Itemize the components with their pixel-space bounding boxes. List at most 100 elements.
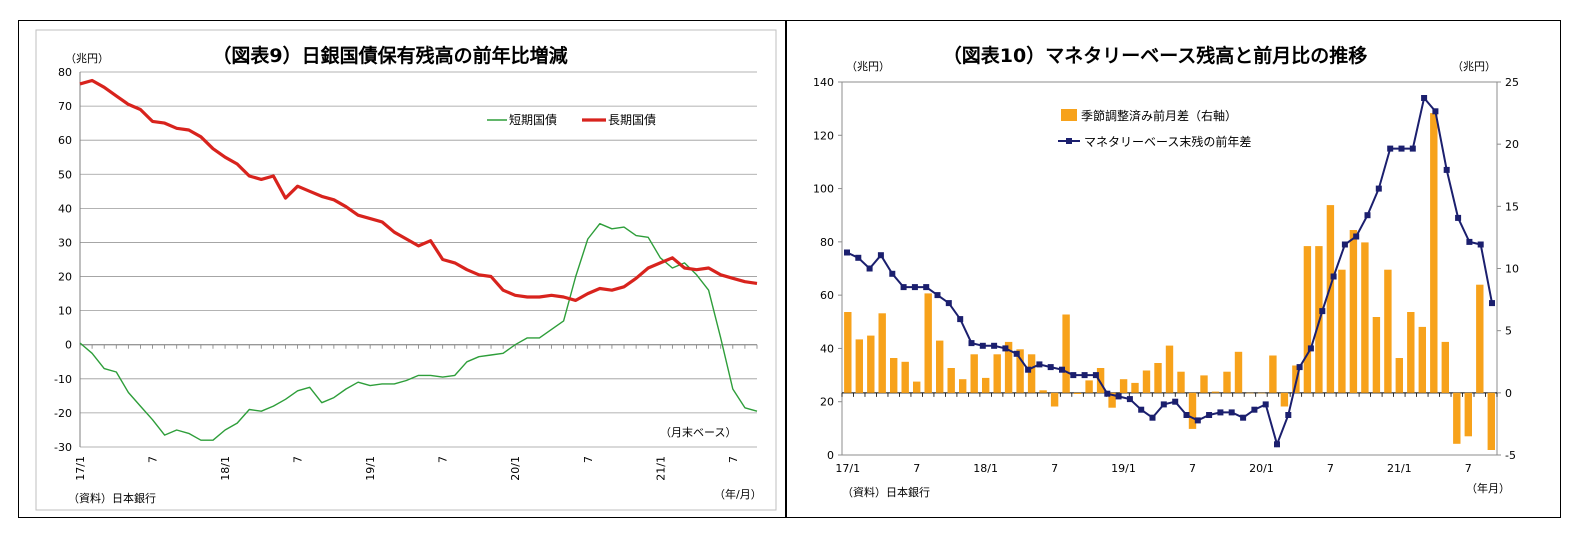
chart-10-line-marker bbox=[1104, 390, 1111, 397]
chart-10-line-marker bbox=[1387, 145, 1394, 152]
chart-10-bar bbox=[1223, 371, 1231, 393]
chart-9-y-tick: 30 bbox=[58, 236, 72, 249]
chart-9-y-tick: 80 bbox=[58, 66, 72, 79]
chart-9-legend-short: 短期国債 bbox=[509, 112, 557, 127]
chart-10-bar bbox=[855, 339, 863, 393]
chart-10-bar bbox=[1453, 392, 1461, 444]
chart-10-y-tick-left: 60 bbox=[820, 289, 834, 302]
chart-10-y-tick-right: 25 bbox=[1505, 76, 1519, 89]
chart-9-x-tick: 21/1 bbox=[654, 456, 667, 481]
chart-10-line-marker bbox=[1330, 273, 1337, 280]
chart-10-line-marker bbox=[1194, 417, 1201, 424]
chart-10-bar bbox=[1108, 392, 1116, 408]
chart-10-bar bbox=[867, 335, 875, 393]
chart-10-line-marker bbox=[1138, 406, 1145, 413]
chart-10-y-unit-right: （兆円） bbox=[1452, 60, 1496, 73]
chart-10-line-marker bbox=[1341, 241, 1348, 248]
chart-10-bar bbox=[970, 354, 978, 393]
chart-10-line-marker bbox=[1455, 214, 1462, 221]
chart-9-x-tick: 17/1 bbox=[74, 456, 87, 481]
chart-9-series-short-term-bonds bbox=[79, 222, 758, 441]
chart-10-bar bbox=[1280, 392, 1289, 407]
chart-9-y-tick: 20 bbox=[58, 271, 72, 284]
chart-10-y-tick-right: -5 bbox=[1505, 449, 1516, 462]
chart-10-bar bbox=[1211, 391, 1220, 393]
chart-10-line-marker bbox=[1409, 145, 1416, 152]
chart-10-line-marker bbox=[991, 342, 998, 349]
chart-10-x-tick: 19/1 bbox=[1111, 462, 1136, 475]
chart-10-bar bbox=[913, 381, 921, 393]
figure-frame bbox=[18, 20, 1561, 518]
chart-10-line-marker bbox=[1013, 350, 1020, 357]
chart-10-x-tick: 20/1 bbox=[1249, 462, 1274, 475]
chart-9-source: （資料）日本銀行 bbox=[68, 491, 156, 505]
chart-10-line-marker bbox=[1081, 372, 1088, 379]
chart-10-line-marker bbox=[1070, 372, 1077, 379]
chart-10-y-tick-left: 140 bbox=[813, 76, 834, 89]
chart-9-y-tick: -30 bbox=[54, 441, 72, 454]
chart-10-bar bbox=[1476, 284, 1484, 393]
chart-10-bar bbox=[1361, 242, 1369, 393]
chart-10-y-tick-right: 0 bbox=[1505, 387, 1512, 400]
chart-10-line-marker bbox=[1240, 414, 1247, 421]
chart-10-line-marker bbox=[1466, 238, 1473, 245]
chart-10-bar bbox=[1027, 354, 1036, 393]
chart-10-y-tick-left: 100 bbox=[813, 183, 834, 196]
chart-10-line-marker bbox=[979, 342, 986, 349]
chart-10-bar bbox=[1154, 363, 1162, 393]
chart-10-bar bbox=[1430, 113, 1438, 393]
chart-9: （図表9）日銀国債保有残高の前年比増減 （兆円） （月末ベース） （年/月） （… bbox=[35, 29, 777, 511]
chart-10-bar bbox=[878, 313, 886, 393]
chart-9-y-tick: 50 bbox=[58, 168, 72, 181]
chart-10-bar bbox=[1303, 246, 1312, 393]
chart-10-title: （図表10）マネタリーベース残高と前月比の推移 bbox=[943, 44, 1368, 67]
chart-10-line-marker bbox=[1432, 108, 1439, 115]
chart-10-bar bbox=[1418, 326, 1426, 393]
chart-10-bar bbox=[924, 293, 932, 393]
chart-9-x-tick: 7 bbox=[147, 456, 160, 463]
chart-10-bar bbox=[1349, 230, 1358, 393]
chart-10-legend-swatch-bar bbox=[1061, 109, 1077, 121]
chart-10-line-marker bbox=[1262, 401, 1269, 408]
chart-10-line-marker bbox=[1274, 441, 1280, 448]
chart-10-x-tick: 21/1 bbox=[1387, 462, 1412, 475]
chart-10-bar bbox=[1085, 380, 1093, 393]
chart-10-bar bbox=[1142, 370, 1151, 393]
chart-10-bar bbox=[1487, 392, 1495, 450]
chart-9-x-tick: 7 bbox=[437, 456, 450, 463]
chart-10-bar bbox=[1177, 371, 1185, 393]
chart-10-line-marker bbox=[1217, 409, 1224, 416]
chart-9-x-tick: 7 bbox=[292, 456, 305, 463]
chart-10-line-marker bbox=[1092, 372, 1099, 379]
chart-10-bar bbox=[1119, 379, 1128, 393]
chart-10-line-marker bbox=[855, 254, 862, 261]
chart-9-y-tick: 70 bbox=[58, 100, 72, 113]
chart-10-bar bbox=[1384, 269, 1392, 393]
chart-10-line-marker bbox=[1375, 185, 1382, 192]
chart-10-bar bbox=[936, 340, 944, 393]
chart-10-line-marker bbox=[1025, 366, 1032, 373]
chart-10-legend-bar: 季節調整済み前月差（右軸） bbox=[1081, 108, 1237, 123]
chart-10-line-marker bbox=[1206, 412, 1213, 418]
chart-10-bar bbox=[844, 312, 852, 393]
chart-10-line-marker bbox=[1285, 412, 1292, 418]
chart-9-title: （図表9）日銀国債保有残高の前年比増減 bbox=[212, 44, 567, 67]
chart-10-x-tick: 7 bbox=[1051, 462, 1058, 475]
chart-10-line-marker bbox=[1296, 364, 1303, 371]
chart-9-x-tick: 18/1 bbox=[219, 456, 232, 481]
chart-10-bar bbox=[890, 358, 898, 393]
chart-10-line-marker bbox=[1149, 414, 1156, 421]
chart-9-x-tick: 7 bbox=[582, 456, 595, 463]
chart-10-bar bbox=[1039, 390, 1047, 393]
chart-10-line-marker bbox=[1421, 95, 1428, 101]
chart-10-line-marker bbox=[1002, 345, 1009, 352]
chart-9-y-tick: -10 bbox=[54, 373, 72, 386]
chart-10-line-marker bbox=[1183, 412, 1190, 418]
chart-10-line-marker bbox=[1364, 212, 1371, 219]
chart-10-line-marker bbox=[1307, 345, 1314, 352]
chart-10-line-marker bbox=[911, 284, 918, 291]
chart-10-bar bbox=[1395, 358, 1403, 393]
chart-10-line-marker bbox=[957, 316, 964, 323]
chart-10-bar bbox=[1200, 375, 1208, 393]
